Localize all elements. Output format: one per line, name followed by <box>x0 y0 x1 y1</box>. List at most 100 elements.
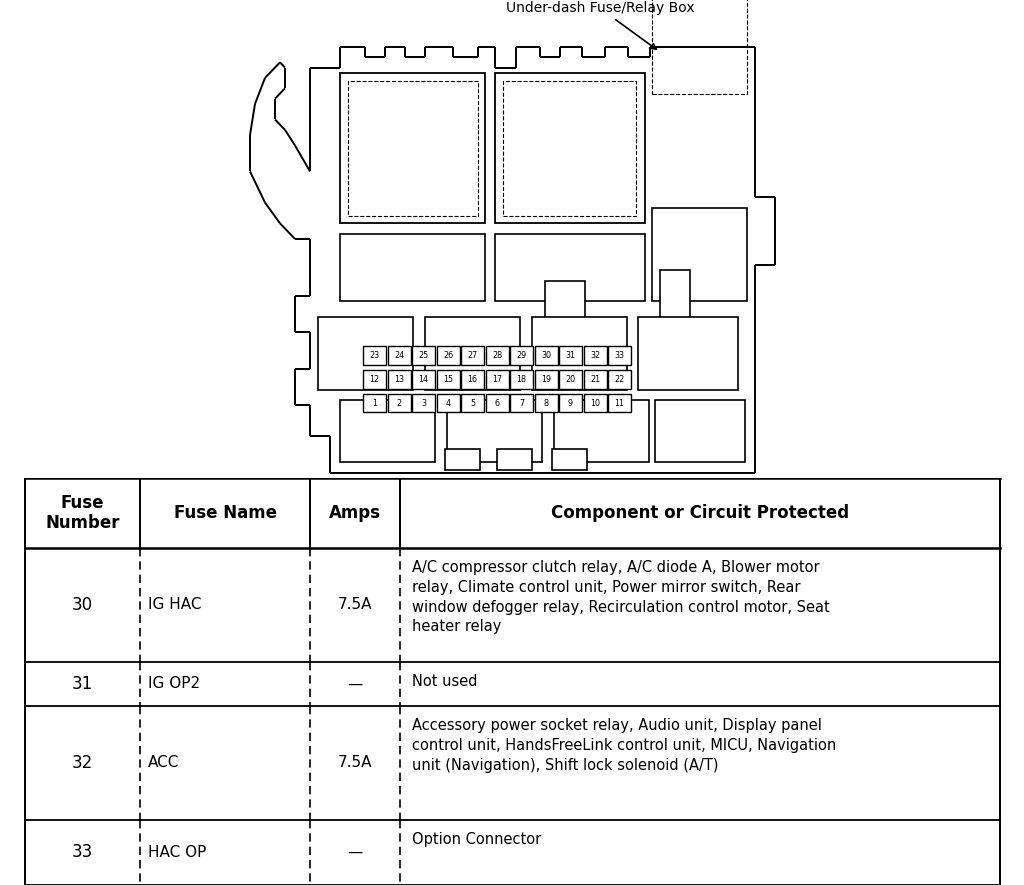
Bar <box>461 370 484 389</box>
Bar <box>535 370 557 389</box>
Text: 21: 21 <box>590 374 600 384</box>
Text: IG OP2: IG OP2 <box>148 676 200 691</box>
Bar <box>655 400 745 462</box>
Bar <box>552 449 587 470</box>
Bar <box>362 370 386 389</box>
Bar <box>608 346 631 365</box>
Text: 1: 1 <box>372 398 377 408</box>
Text: 7: 7 <box>519 398 524 408</box>
Text: 31: 31 <box>72 675 93 693</box>
Bar <box>461 394 484 412</box>
Bar <box>340 400 435 462</box>
Text: 20: 20 <box>565 374 575 384</box>
Text: 30: 30 <box>72 596 93 614</box>
Bar <box>535 346 557 365</box>
Text: 8: 8 <box>544 398 549 408</box>
Bar <box>554 400 649 462</box>
Bar <box>412 346 435 365</box>
Bar <box>503 81 636 216</box>
Bar <box>447 400 542 462</box>
Bar <box>652 208 746 301</box>
Text: Fuse
Number: Fuse Number <box>45 494 120 532</box>
Bar <box>362 394 386 412</box>
Text: ACC: ACC <box>148 756 179 771</box>
Text: 23: 23 <box>370 350 380 360</box>
Bar <box>559 394 582 412</box>
Text: 22: 22 <box>614 374 625 384</box>
Text: Component or Circuit Protected: Component or Circuit Protected <box>551 504 849 522</box>
Bar <box>436 394 460 412</box>
Text: 6: 6 <box>495 398 500 408</box>
Text: Fuse Name: Fuse Name <box>173 504 276 522</box>
Text: 33: 33 <box>614 350 625 360</box>
Text: 3: 3 <box>421 398 426 408</box>
Text: IG HAC: IG HAC <box>148 597 202 612</box>
Bar <box>412 394 435 412</box>
Bar <box>485 370 509 389</box>
Bar <box>340 234 485 301</box>
Text: 25: 25 <box>419 350 429 360</box>
Bar <box>532 317 627 389</box>
Bar <box>510 370 534 389</box>
Text: 16: 16 <box>468 374 477 384</box>
Text: Option Connector: Option Connector <box>412 832 542 847</box>
Text: 7.5A: 7.5A <box>338 597 373 612</box>
Text: 17: 17 <box>492 374 502 384</box>
Bar <box>497 449 532 470</box>
Text: 12: 12 <box>370 374 380 384</box>
Text: 24: 24 <box>394 350 404 360</box>
Text: 13: 13 <box>394 374 404 384</box>
Bar <box>436 346 460 365</box>
Bar <box>485 346 509 365</box>
Text: 9: 9 <box>568 398 573 408</box>
Text: 18: 18 <box>516 374 526 384</box>
Text: 7.5A: 7.5A <box>338 756 373 771</box>
Bar <box>559 370 582 389</box>
Text: 15: 15 <box>443 374 453 384</box>
Bar <box>608 370 631 389</box>
Bar <box>608 394 631 412</box>
Bar <box>362 346 386 365</box>
Bar <box>535 394 557 412</box>
Bar <box>340 73 485 223</box>
Bar <box>495 234 645 301</box>
Text: 4: 4 <box>445 398 451 408</box>
Bar <box>387 346 411 365</box>
Bar <box>584 394 606 412</box>
Bar <box>510 394 534 412</box>
Bar <box>510 346 534 365</box>
Bar <box>425 317 520 389</box>
Bar <box>584 346 606 365</box>
Text: Not used: Not used <box>412 674 477 689</box>
Text: Amps: Amps <box>329 504 381 522</box>
Bar <box>584 370 606 389</box>
Text: Accessory power socket relay, Audio unit, Display panel
control unit, HandsFreeL: Accessory power socket relay, Audio unit… <box>412 718 837 773</box>
Text: HAC OP: HAC OP <box>148 845 207 860</box>
Text: A/C compressor clutch relay, A/C diode A, Blower motor
relay, Climate control un: A/C compressor clutch relay, A/C diode A… <box>412 560 829 635</box>
Bar <box>559 346 582 365</box>
Text: 32: 32 <box>72 754 93 772</box>
Text: —: — <box>347 845 362 860</box>
Text: 31: 31 <box>565 350 575 360</box>
Bar <box>545 281 585 327</box>
Text: 2: 2 <box>396 398 401 408</box>
Bar <box>387 394 411 412</box>
Bar <box>412 370 435 389</box>
Bar <box>461 346 484 365</box>
Text: —: — <box>347 676 362 691</box>
Text: 11: 11 <box>614 398 625 408</box>
Bar <box>638 317 738 389</box>
Bar <box>485 394 509 412</box>
Text: 19: 19 <box>541 374 551 384</box>
Text: 29: 29 <box>516 350 526 360</box>
Text: 32: 32 <box>590 350 600 360</box>
Bar <box>495 73 645 223</box>
Text: 27: 27 <box>467 350 477 360</box>
Text: 5: 5 <box>470 398 475 408</box>
Text: 26: 26 <box>443 350 453 360</box>
Text: Under-dash Fuse/Relay Box: Under-dash Fuse/Relay Box <box>506 1 694 50</box>
Text: 30: 30 <box>541 350 551 360</box>
Text: 14: 14 <box>419 374 428 384</box>
Bar <box>652 0 746 94</box>
Bar <box>387 370 411 389</box>
